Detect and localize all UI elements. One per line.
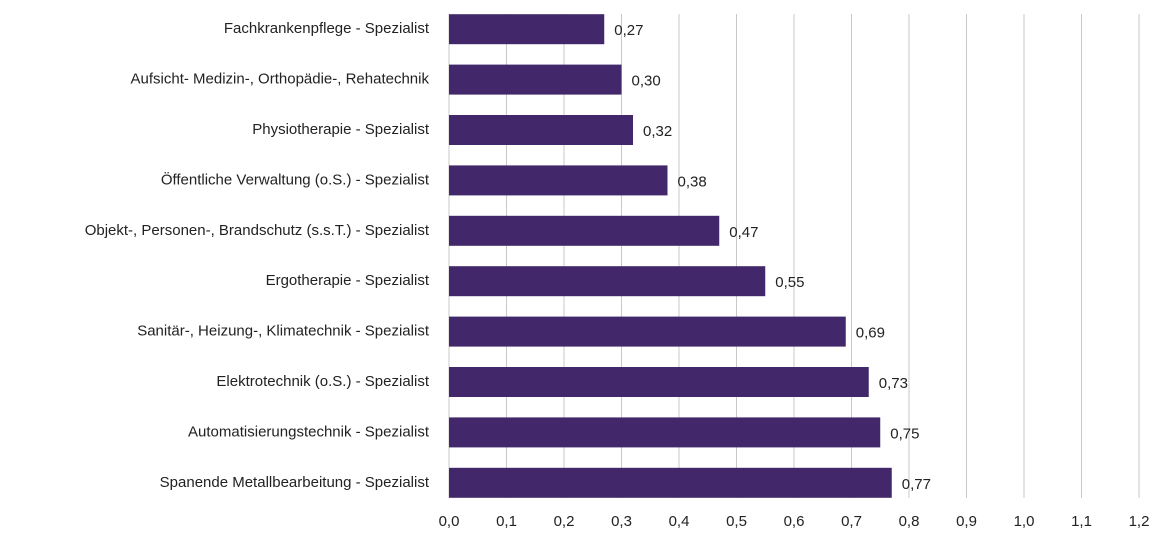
bar	[449, 215, 720, 246]
x-tick-label: 0,3	[611, 513, 632, 530]
value-label: 0,75	[890, 425, 919, 442]
bar	[449, 467, 892, 498]
x-tick-label: 0,4	[669, 513, 690, 530]
x-tick-label: 0,6	[784, 513, 805, 530]
x-tick-label: 0,8	[899, 513, 920, 530]
bar	[449, 266, 766, 297]
x-tick-label: 0,2	[554, 513, 575, 530]
y-tick-label: Fachkrankenpflege - Spezialist	[224, 20, 430, 37]
x-tick-label: 0,7	[841, 513, 862, 530]
value-label: 0,38	[678, 173, 707, 190]
value-label: 0,55	[775, 274, 804, 291]
x-tick-label: 1,1	[1071, 513, 1092, 530]
bar	[449, 64, 622, 95]
x-tick-label: 1,2	[1129, 513, 1150, 530]
bar	[449, 367, 869, 397]
bar	[449, 417, 881, 448]
y-tick-label: Elektrotechnik (o.S.) - Spezialist	[216, 373, 429, 390]
y-tick-label: Ergotherapie - Spezialist	[266, 272, 430, 289]
y-tick-label: Physiotherapie - Spezialist	[252, 121, 430, 138]
x-tick-label: 0,0	[439, 513, 460, 530]
y-tick-label: Aufsicht- Medizin-, Orthopädie-, Rehatec…	[131, 71, 430, 88]
value-label: 0,73	[879, 375, 908, 392]
bar	[449, 115, 633, 145]
value-label: 0,69	[856, 325, 885, 342]
x-tick-label: 0,1	[496, 513, 517, 530]
y-tick-label: Spanende Metallbearbeitung - Spezialist	[160, 474, 430, 491]
x-tick-label: 0,5	[726, 513, 747, 530]
y-tick-label: Objekt-, Personen-, Brandschutz (s.s.T.)…	[85, 222, 430, 239]
bar	[449, 14, 605, 45]
value-label: 0,32	[643, 123, 672, 140]
y-tick-label: Automatisierungstechnik - Spezialist	[188, 423, 430, 440]
value-label: 0,30	[632, 73, 661, 90]
bar	[449, 316, 846, 347]
value-label: 0,47	[729, 224, 758, 241]
x-tick-label: 0,9	[956, 513, 977, 530]
x-tick-label: 1,0	[1014, 513, 1035, 530]
bar	[449, 165, 668, 196]
value-label: 0,27	[614, 22, 643, 39]
y-tick-label: Öffentliche Verwaltung (o.S.) - Speziali…	[161, 170, 430, 188]
value-label: 0,77	[902, 476, 931, 493]
y-tick-label: Sanitär-, Heizung-, Klimatechnik - Spezi…	[137, 323, 430, 340]
